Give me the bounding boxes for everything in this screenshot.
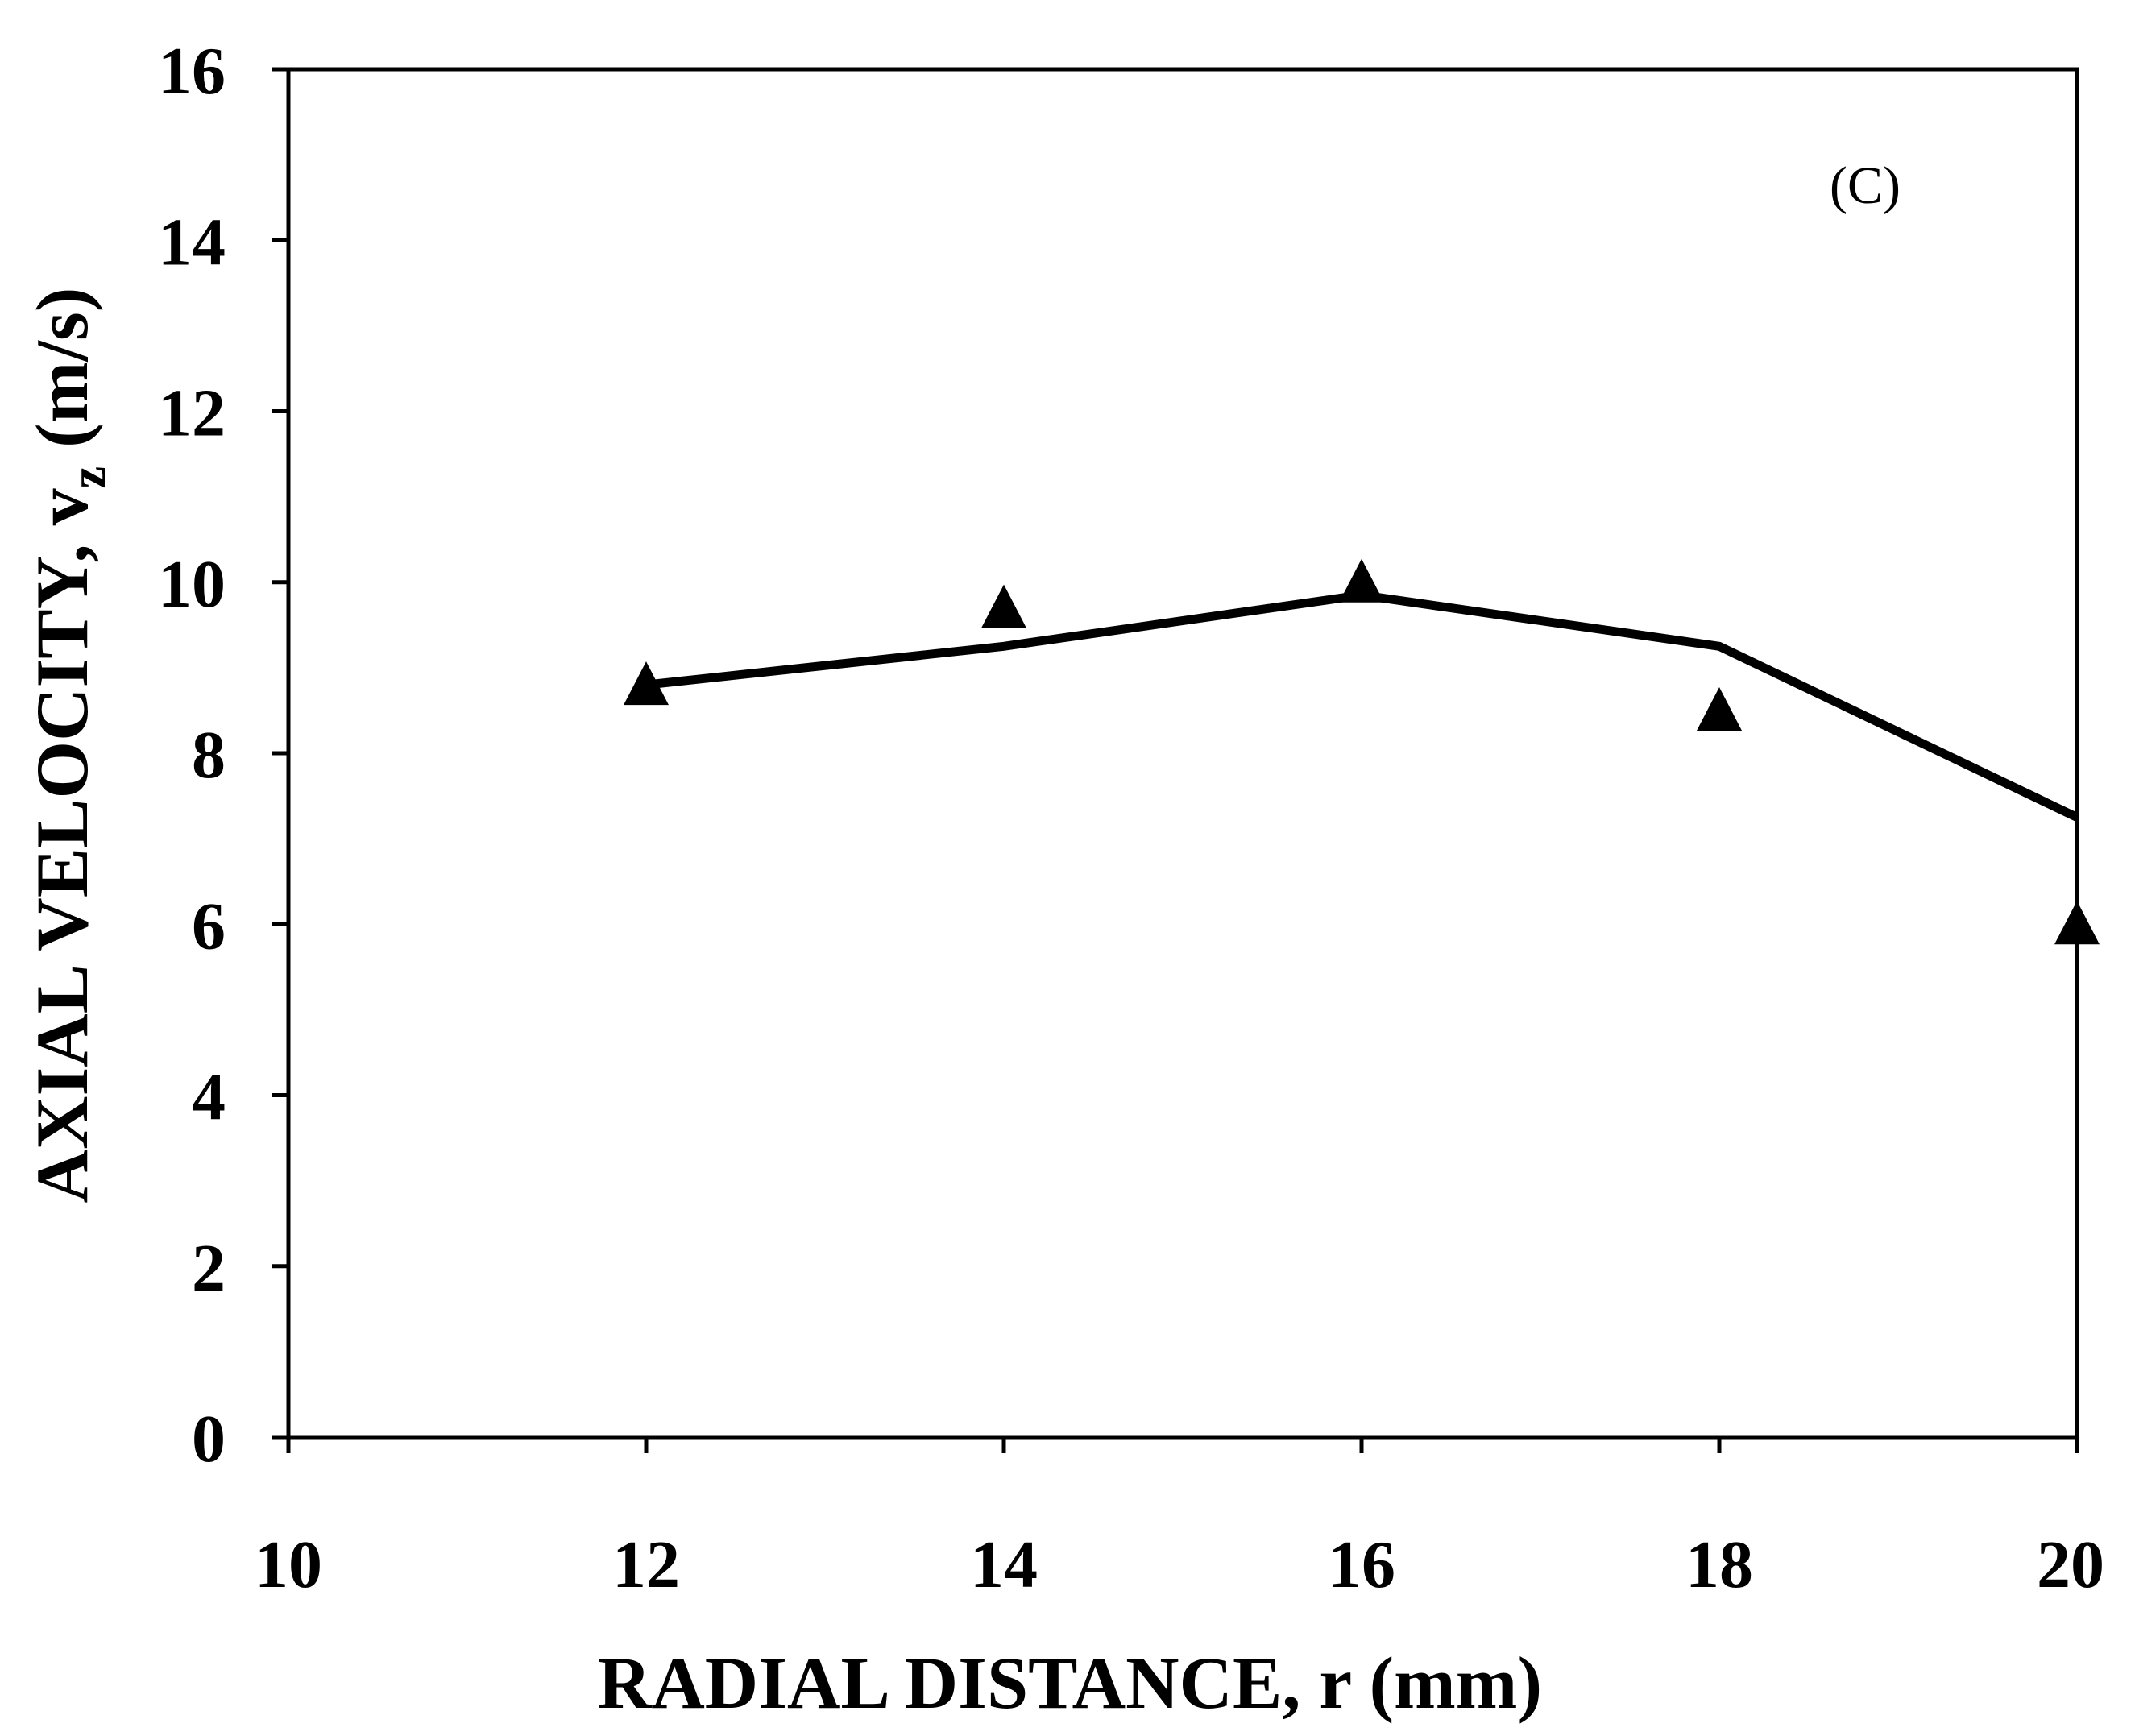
y-tick-label: 4 [192, 1060, 226, 1135]
series-line-model [645, 590, 2079, 822]
y-axis-title-subscript: z [61, 466, 116, 489]
y-tick-label: 16 [158, 34, 226, 109]
y-axis-title-main: AXIAL VELOCITY, v [21, 488, 103, 1203]
x-tick-label: 10 [255, 1527, 322, 1602]
y-axis-title-suffix: (m/s) [21, 288, 103, 466]
x-tick-label: 16 [1328, 1527, 1395, 1602]
x-axis-title: RADIAL DISTANCE, r (mm) [598, 1642, 1542, 1724]
y-axis-title: AXIAL VELOCITY, vz (m/s) [21, 288, 116, 1204]
triangle-marker [981, 584, 1026, 628]
y-tick-label: 6 [192, 889, 226, 963]
x-ticks: 10 12 14 16 18 20 [255, 1437, 2104, 1602]
y-tick-label: 0 [192, 1402, 226, 1477]
plot-frame [286, 67, 2079, 1440]
triangle-marker [624, 661, 669, 706]
triangle-marker [1339, 558, 1384, 603]
triangle-marker [1697, 686, 1742, 731]
panel-label: (C) [1830, 156, 1901, 215]
x-tick-label: 14 [970, 1527, 1038, 1602]
series-layer [624, 558, 2100, 945]
y-tick-label: 2 [192, 1231, 226, 1306]
axes [286, 67, 2079, 1440]
y-tick-label: 8 [192, 718, 226, 793]
y-tick-label: 10 [158, 547, 226, 622]
x-tick-label: 12 [612, 1527, 680, 1602]
y-tick-label: 14 [158, 205, 226, 280]
x-tick-label: 20 [2037, 1527, 2104, 1602]
y-tick-label: 12 [158, 376, 226, 451]
x-tick-label: 18 [1685, 1527, 1753, 1602]
y-ticks: 0 2 4 6 8 10 12 14 16 [158, 34, 288, 1477]
triangle-marker [2054, 901, 2100, 945]
